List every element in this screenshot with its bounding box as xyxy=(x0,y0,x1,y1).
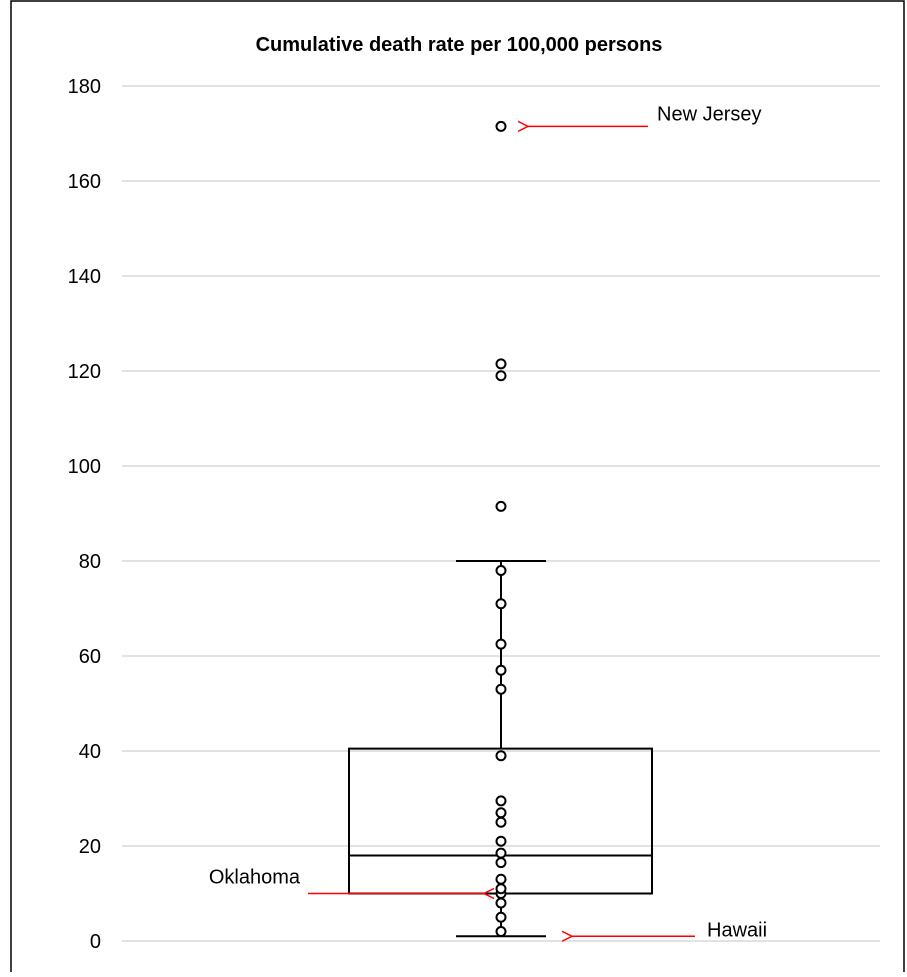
data-point xyxy=(495,897,507,909)
data-points xyxy=(495,120,507,937)
y-axis-ticks: 0 20 40 60 80 100 120 140 160 180 xyxy=(68,76,101,953)
data-point xyxy=(495,638,507,650)
data-point xyxy=(495,807,507,819)
y-tick-label: 40 xyxy=(79,741,101,763)
data-point xyxy=(495,816,507,828)
data-point xyxy=(495,500,507,512)
y-tick-label: 80 xyxy=(79,551,101,573)
data-point xyxy=(495,358,507,370)
y-tick-label: 20 xyxy=(79,836,101,858)
y-tick-label: 60 xyxy=(79,646,101,668)
data-point xyxy=(495,857,507,869)
data-point xyxy=(495,835,507,847)
y-tick-label: 120 xyxy=(68,361,101,383)
data-point xyxy=(495,873,507,885)
y-tick-label: 140 xyxy=(68,266,101,288)
annotations: New Jersey Oklahoma Hawaii xyxy=(209,103,767,941)
data-point xyxy=(495,370,507,382)
y-tick-label: 160 xyxy=(68,171,101,193)
data-point xyxy=(495,847,507,859)
chart-border xyxy=(10,0,905,977)
annotation-label: Hawaii xyxy=(707,919,767,941)
y-tick-label: 180 xyxy=(68,76,101,98)
data-point xyxy=(495,926,507,937)
annotation-label: New Jersey xyxy=(657,103,761,125)
y-tick-label: 0 xyxy=(90,931,101,953)
data-point xyxy=(495,683,507,695)
data-point xyxy=(495,565,507,576)
data-point xyxy=(495,120,507,132)
data-point xyxy=(495,664,507,676)
annotation-label: Oklahoma xyxy=(209,867,301,889)
data-point xyxy=(495,883,507,895)
data-point xyxy=(495,911,507,923)
chart-title: Cumulative death rate per 100,000 person… xyxy=(256,34,663,56)
y-tick-label: 100 xyxy=(68,456,101,478)
data-point xyxy=(495,795,507,807)
data-point xyxy=(495,750,507,762)
data-point xyxy=(495,598,507,610)
